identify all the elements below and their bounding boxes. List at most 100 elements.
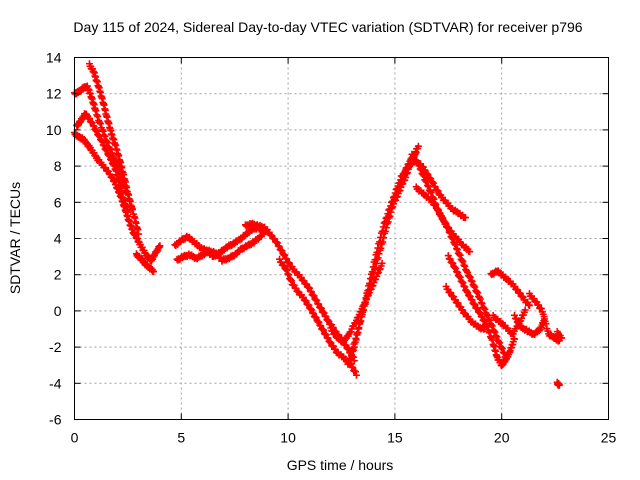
data-point <box>283 266 291 274</box>
data-point <box>467 277 475 285</box>
data-point <box>471 283 479 291</box>
data-point <box>453 268 461 276</box>
data-point <box>555 381 563 389</box>
data-point <box>488 336 496 344</box>
data-point <box>460 282 468 290</box>
data-point <box>483 311 491 319</box>
data-point <box>460 261 468 269</box>
series-track-s <box>487 267 533 309</box>
data-point <box>441 218 449 226</box>
data-point <box>422 177 430 185</box>
data-point <box>346 356 354 364</box>
data-point <box>128 205 136 213</box>
data-point <box>444 224 452 232</box>
data-point <box>465 273 473 281</box>
data-point <box>466 248 474 256</box>
y-tick-labels: 14 12 10 8 6 4 2 0 -2 -4 -6 <box>46 50 62 428</box>
data-point <box>455 273 463 281</box>
data-point <box>350 357 358 365</box>
data-point <box>424 181 432 189</box>
data-point <box>377 244 385 252</box>
x-tick-label: 25 <box>601 430 617 446</box>
y-axis-label: SDTVAR / TECUs <box>7 182 23 294</box>
data-point <box>558 334 566 342</box>
data-point <box>285 259 293 267</box>
data-point <box>98 126 106 134</box>
data-point <box>537 305 545 313</box>
data-point <box>416 165 424 173</box>
series-track-b <box>73 110 132 216</box>
data-point <box>285 271 293 279</box>
data-point <box>92 126 100 134</box>
data-point <box>452 264 460 272</box>
data-point <box>150 268 158 276</box>
data-point <box>458 278 466 286</box>
data-point <box>478 300 486 308</box>
y-tick-label: -4 <box>49 375 62 391</box>
data-points <box>71 60 566 389</box>
data-point <box>348 351 356 359</box>
data-point <box>352 368 360 376</box>
data-point <box>453 246 461 254</box>
data-point <box>446 229 454 237</box>
data-point <box>284 270 292 278</box>
data-point <box>451 263 459 271</box>
data-point <box>498 345 506 353</box>
data-point <box>453 268 461 276</box>
data-point <box>493 333 501 341</box>
series-track-w <box>553 328 566 342</box>
data-point <box>445 228 453 236</box>
data-point <box>354 329 362 337</box>
series-track-p <box>412 183 510 362</box>
data-point <box>100 131 108 139</box>
data-point <box>388 204 396 212</box>
data-point <box>99 127 107 135</box>
data-point <box>350 343 358 351</box>
data-point <box>496 339 504 347</box>
data-point <box>454 299 462 307</box>
data-point <box>449 235 457 243</box>
y-tick-label: 12 <box>46 86 62 102</box>
data-point <box>485 329 493 337</box>
grid-layer <box>74 57 609 420</box>
y-tick-label: 14 <box>46 50 62 66</box>
data-point <box>481 325 489 333</box>
series-track-v <box>525 290 563 345</box>
data-point <box>113 161 121 169</box>
data-point <box>424 183 432 191</box>
y-tick-label: 4 <box>54 231 62 247</box>
y-tick-label: -6 <box>49 412 62 428</box>
data-point <box>92 107 100 115</box>
data-point <box>417 166 425 174</box>
y-tick-label: -2 <box>49 339 62 355</box>
data-point <box>106 144 114 152</box>
data-point <box>497 344 505 352</box>
data-point <box>352 371 360 379</box>
data-point <box>378 259 386 267</box>
data-point <box>96 120 104 128</box>
data-point <box>94 112 102 120</box>
data-point <box>317 304 325 312</box>
data-point <box>448 234 456 242</box>
x-axis-label: GPS time / hours <box>287 457 394 473</box>
data-point <box>319 326 327 334</box>
series-track-r <box>442 282 489 333</box>
data-point <box>480 304 488 312</box>
series-track-d <box>85 60 136 213</box>
data-point <box>521 306 529 314</box>
data-point <box>423 178 431 186</box>
data-point <box>104 139 112 147</box>
data-point <box>458 256 466 264</box>
y-tick-label: 8 <box>54 158 62 174</box>
data-point <box>324 316 332 324</box>
data-point <box>542 320 550 328</box>
data-point <box>525 301 533 309</box>
data-point <box>414 160 422 168</box>
y-tick-label: 10 <box>46 122 62 138</box>
data-point <box>439 214 447 222</box>
data-point <box>282 265 290 273</box>
data-point <box>466 273 474 281</box>
data-point <box>477 299 485 307</box>
data-point <box>326 338 334 346</box>
